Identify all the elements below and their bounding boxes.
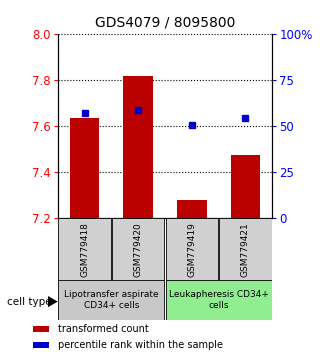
Bar <box>231 155 260 218</box>
Bar <box>33 342 49 348</box>
Bar <box>219 218 272 281</box>
Text: GSM779419: GSM779419 <box>187 222 196 277</box>
Bar <box>58 218 111 281</box>
Text: percentile rank within the sample: percentile rank within the sample <box>58 340 223 350</box>
Bar <box>123 75 153 218</box>
Bar <box>166 218 218 281</box>
Text: cell type: cell type <box>7 297 51 307</box>
Polygon shape <box>48 296 58 307</box>
Bar <box>177 200 207 218</box>
Bar <box>58 280 164 320</box>
Text: GSM779421: GSM779421 <box>241 222 250 277</box>
Bar <box>70 118 99 218</box>
Text: GSM779420: GSM779420 <box>134 222 143 277</box>
Bar <box>166 280 272 320</box>
Text: GSM779418: GSM779418 <box>80 222 89 277</box>
Text: transformed count: transformed count <box>58 324 148 334</box>
Text: Leukapheresis CD34+
cells: Leukapheresis CD34+ cells <box>169 290 269 310</box>
Title: GDS4079 / 8095800: GDS4079 / 8095800 <box>95 16 235 30</box>
Text: Lipotransfer aspirate
CD34+ cells: Lipotransfer aspirate CD34+ cells <box>64 290 159 310</box>
Bar <box>33 326 49 332</box>
Bar <box>112 218 164 281</box>
